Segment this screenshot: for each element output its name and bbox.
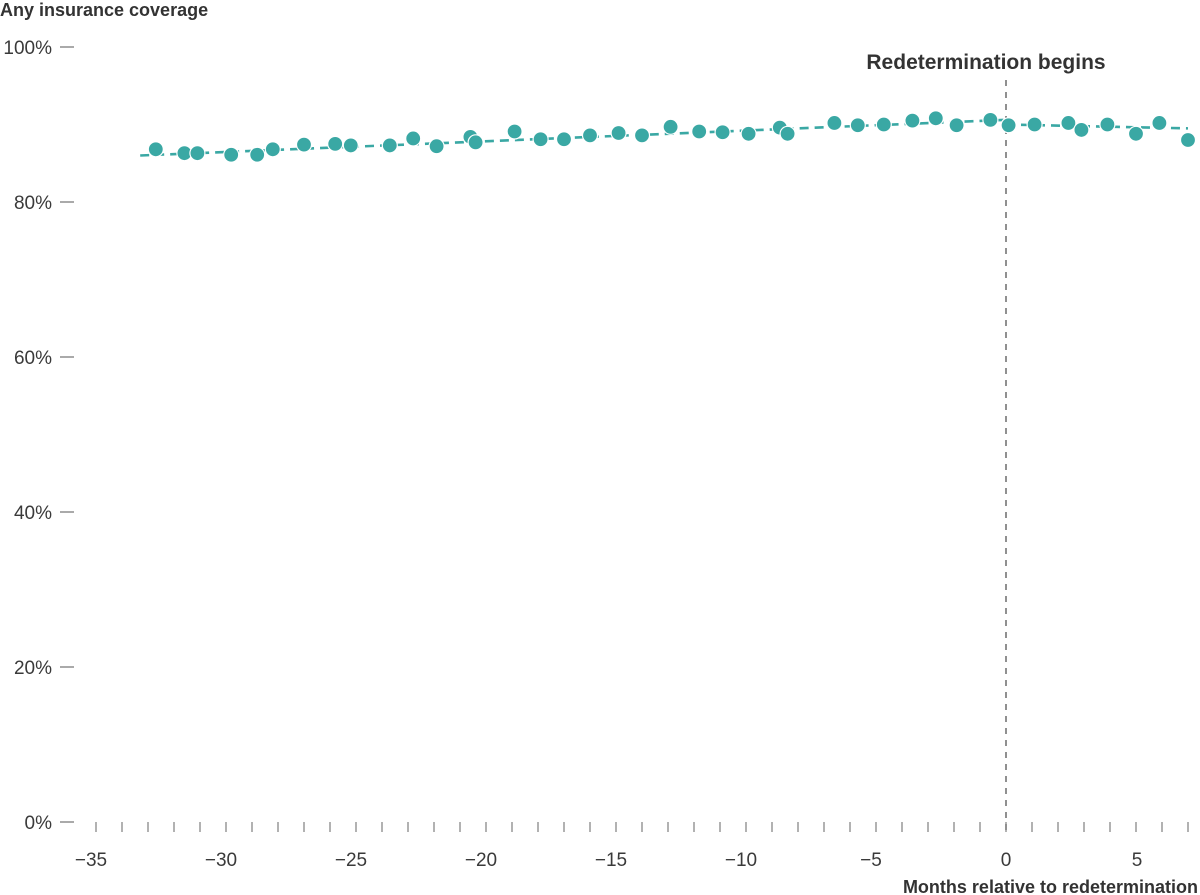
x-axis: −35 −30 −25 −20 −15 −10 −5 0 5 [75, 850, 1142, 871]
y-tick-20: 20% [14, 658, 74, 679]
y-tick-40: 40% [14, 503, 74, 524]
y-tick-label-100: 100% [3, 38, 52, 59]
x-tick-label-neg30: −30 [205, 850, 237, 871]
y-axis: 0% 20% 40% 60% 80% 100% [3, 38, 74, 834]
data-point [849, 117, 866, 134]
data-points [147, 110, 1197, 163]
data-point [740, 125, 757, 142]
y-tick-label-40: 40% [14, 503, 52, 524]
x-axis-title: Months relative to redetermination [903, 877, 1198, 895]
y-tick-label-0: 0% [25, 813, 53, 834]
data-point [223, 146, 240, 163]
redetermination-annotation: Redetermination begins [866, 51, 1105, 74]
data-point [826, 114, 843, 132]
data-point [327, 135, 344, 152]
data-point [1099, 116, 1116, 133]
data-point [904, 112, 921, 129]
data-point [948, 117, 965, 134]
data-point [555, 131, 573, 148]
x-tick-label-neg5: −5 [860, 850, 882, 871]
x-tick-label-neg20: −20 [465, 850, 497, 871]
y-tick-label-60: 60% [14, 348, 52, 369]
data-point [264, 141, 281, 158]
x-minor-ticks [95, 822, 1189, 832]
y-tick-0: 0% [25, 813, 74, 834]
x-tick-label-neg35: −35 [75, 850, 107, 871]
y-tick-80: 80% [14, 193, 74, 214]
data-point [342, 137, 359, 154]
data-point [532, 131, 549, 148]
data-point [610, 124, 627, 142]
data-point [662, 118, 679, 135]
x-tick-label-0: 0 [1001, 850, 1012, 871]
y-tick-label-20: 20% [14, 658, 52, 679]
data-point [1179, 131, 1197, 149]
data-point [1000, 117, 1017, 134]
data-point [189, 145, 206, 162]
data-point [381, 137, 398, 154]
data-point [633, 127, 651, 144]
y-axis-title: Any insurance coverage [0, 0, 208, 20]
x-tick-label-neg25: −25 [335, 850, 367, 871]
data-point [428, 138, 445, 155]
y-tick-60: 60% [14, 348, 74, 369]
data-point [779, 125, 796, 142]
data-point [691, 123, 708, 140]
data-point [581, 127, 599, 144]
data-point [295, 136, 313, 153]
data-point [249, 146, 266, 163]
data-point [875, 116, 892, 133]
data-point [927, 110, 944, 127]
data-point [1127, 125, 1145, 142]
x-tick-label-neg10: −10 [725, 850, 757, 871]
data-point [982, 111, 999, 128]
x-tick-label-5: 5 [1132, 850, 1143, 871]
data-point [1060, 114, 1077, 132]
data-point [1151, 114, 1168, 132]
data-point [1026, 116, 1043, 133]
data-point [405, 130, 422, 147]
data-point [714, 124, 731, 141]
data-point [506, 123, 523, 140]
y-tick-100: 100% [3, 38, 74, 59]
data-point [147, 141, 164, 158]
data-point [467, 134, 484, 151]
x-tick-label-neg15: −15 [595, 850, 627, 871]
data-point [1073, 121, 1090, 139]
y-tick-label-80: 80% [14, 193, 52, 214]
